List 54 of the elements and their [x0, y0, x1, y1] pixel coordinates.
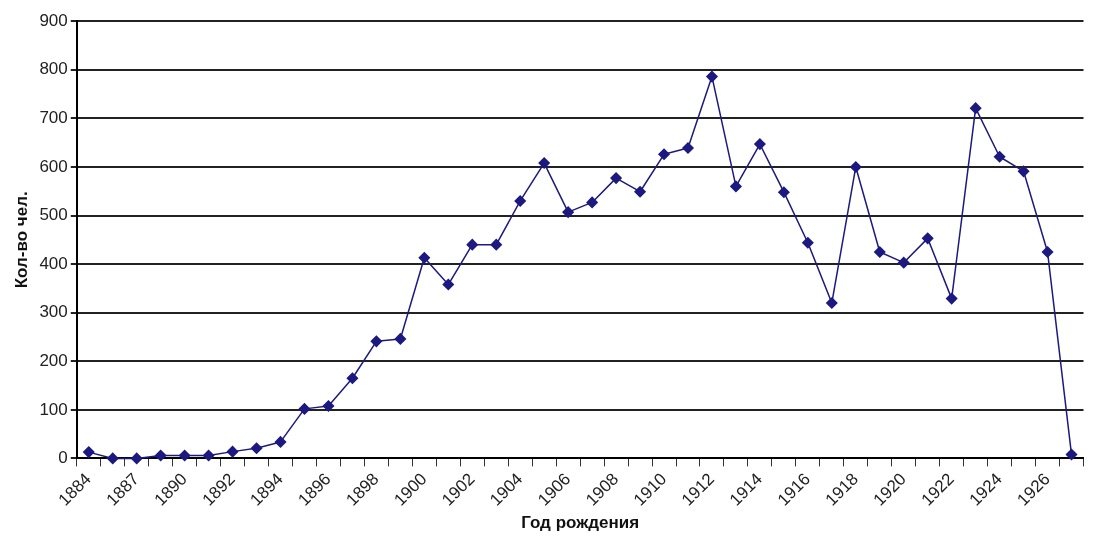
point — [442, 278, 455, 291]
point — [850, 161, 862, 173]
point — [1041, 246, 1054, 258]
point — [514, 195, 526, 207]
y-tick-label: 500 — [39, 205, 68, 225]
y-tick-label: 400 — [39, 253, 68, 273]
y-tick-label: 700 — [39, 108, 68, 128]
point — [1017, 165, 1030, 178]
point — [490, 238, 502, 251]
point — [706, 70, 718, 83]
point — [178, 449, 191, 462]
point — [538, 157, 550, 169]
point — [394, 333, 407, 345]
point — [634, 185, 646, 198]
point — [106, 452, 119, 465]
point — [274, 436, 287, 448]
y-tick-label: 100 — [39, 399, 68, 419]
point — [83, 446, 95, 458]
point — [610, 172, 622, 184]
point — [298, 403, 311, 415]
y-tick-label: 600 — [39, 156, 68, 176]
point — [418, 252, 431, 264]
y-tick-label: 300 — [39, 302, 68, 322]
point — [154, 449, 167, 462]
point — [226, 445, 239, 458]
point — [250, 442, 263, 454]
point — [658, 148, 670, 161]
point — [969, 102, 982, 114]
point — [586, 196, 598, 209]
point — [897, 256, 910, 269]
point — [778, 186, 790, 198]
point — [754, 138, 766, 150]
point — [1065, 448, 1078, 461]
point — [874, 246, 886, 258]
point — [682, 142, 694, 154]
point — [466, 238, 479, 251]
point — [322, 400, 335, 412]
y-tick-label: 0 — [58, 448, 68, 468]
x-axis-title: Год рождения — [521, 513, 640, 533]
point — [802, 236, 814, 249]
y-tick-label: 900 — [39, 10, 68, 30]
y-tick-label: 200 — [39, 350, 68, 370]
y-axis-title: Кол-во чел. — [11, 191, 31, 289]
point — [202, 449, 215, 462]
y-tick-label: 800 — [39, 59, 68, 79]
point — [826, 297, 838, 309]
point — [945, 292, 958, 305]
point — [346, 372, 359, 385]
point — [562, 206, 574, 218]
point — [921, 232, 934, 245]
point — [993, 150, 1006, 163]
point — [730, 180, 742, 193]
point — [130, 452, 143, 465]
point — [370, 335, 383, 348]
